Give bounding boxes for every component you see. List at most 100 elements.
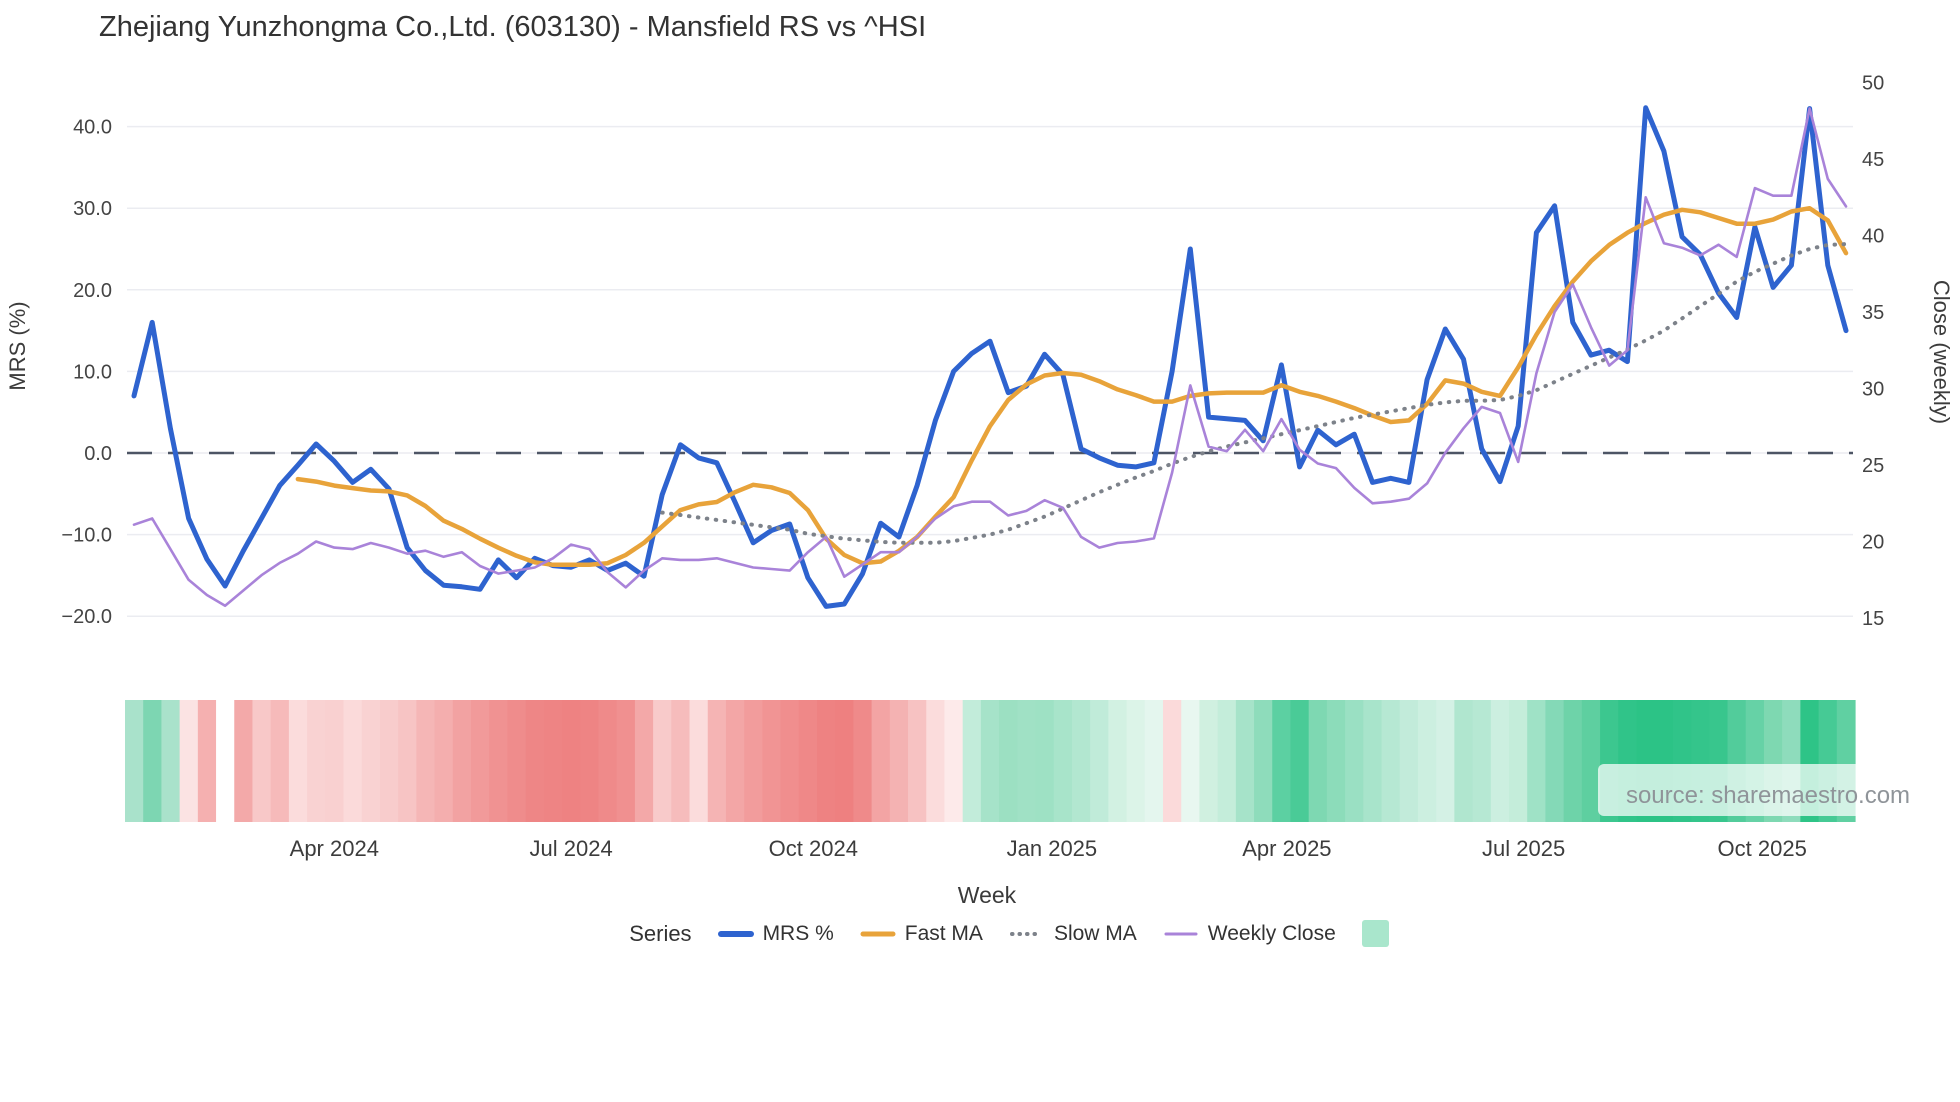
heatmap-cell [1053, 700, 1073, 822]
legend-item-label: MRS % [762, 921, 834, 945]
heatmap-cell [471, 700, 490, 822]
legend-line-swatch [1009, 931, 1044, 936]
chart-svg: Zhejiang Yunzhongma Co.,Ltd. (603130) - … [5, 11, 1954, 861]
heatmap-cell [762, 700, 782, 822]
heatmap-cell [1090, 700, 1109, 822]
series-line-mrs- [131, 105, 1849, 609]
heatmap-cell [270, 700, 290, 822]
legend-item-heatmap[interactable] [1361, 920, 1389, 947]
heatmap-cell [452, 700, 472, 822]
legend-item-label: Slow MA [1053, 921, 1137, 945]
x-tick-label: Apr 2025 [1242, 836, 1331, 861]
heatmap-cell [889, 700, 909, 822]
heatmap-cell [1199, 700, 1219, 822]
heatmap-cell [179, 700, 199, 822]
heatmap-cell [926, 700, 946, 822]
right-tick-label: 20 [1862, 532, 1884, 554]
left-tick-label: 30.0 [73, 198, 112, 220]
heatmap-cell [1017, 700, 1037, 822]
right-tick-label: 40 [1862, 226, 1884, 248]
heatmap-cell [125, 700, 144, 822]
heatmap-cell [1472, 700, 1492, 822]
heatmap-cell [999, 700, 1018, 822]
heatmap-cell [1490, 700, 1510, 822]
heatmap-cell [798, 700, 818, 822]
heatmap-cell [1381, 700, 1401, 822]
legend: Series MRS % Fast MA Slow MA Weekly Close [42, 920, 1960, 947]
heatmap-cell [1399, 700, 1419, 822]
x-tick-labels: Apr 2024 Jul 2024 Oct 2024 Jan 2025 Apr 2025… [290, 836, 1807, 861]
heatmap-cell [197, 700, 217, 822]
heatmap-cell [1509, 700, 1528, 822]
heatmap-cell [580, 700, 600, 822]
heatmap-cell [1527, 700, 1547, 822]
heatmap-cell [707, 700, 727, 822]
heatmap-cell [161, 700, 181, 822]
legend-item-mrs[interactable]: MRS % [717, 921, 834, 946]
heatmap-strip [125, 700, 1856, 822]
x-tick-label: Oct 2025 [1718, 836, 1807, 861]
heatmap-cell [616, 700, 636, 822]
heatmap-cell [288, 700, 308, 822]
heatmap-cell [1454, 700, 1474, 822]
x-tick-label: Apr 2024 [290, 836, 379, 861]
heatmap-cell [744, 700, 763, 822]
heatmap-cell [525, 700, 545, 822]
right-tick-label: 45 [1862, 149, 1884, 171]
heatmap-cell [307, 700, 326, 822]
heatmap-cell [1581, 700, 1601, 822]
legend-item-weekly-close[interactable]: Weekly Close [1163, 922, 1336, 946]
heatmap-cell [944, 700, 964, 822]
series-line-weekly-close [132, 107, 1848, 608]
x-tick-label: Jul 2024 [530, 836, 613, 861]
page-title: Zhejiang Yunzhongma Co.,Ltd. (603130) - … [99, 11, 926, 43]
right-tick-label: 25 [1862, 455, 1884, 477]
right-tick-labels: 50 45 40 35 30 25 20 15 [1862, 73, 1884, 631]
legend-item-label: Fast MA [904, 921, 983, 945]
x-tick-label: Jan 2025 [1007, 836, 1098, 861]
series-lines [131, 105, 1849, 609]
source-badge: source: sharemaestro.com [1598, 764, 1938, 816]
legend-item-slow-ma[interactable]: Slow MA [1009, 922, 1137, 946]
heatmap-cell [1035, 700, 1055, 822]
heatmap-cell [835, 700, 855, 822]
heatmap-cell [434, 700, 454, 822]
left-tick-label: 10.0 [73, 361, 112, 383]
gridlines [127, 125, 1853, 617]
heatmap-cell [489, 700, 509, 822]
left-tick-label: −20.0 [61, 606, 112, 628]
right-axis-title: Close (weekly) [1929, 280, 1954, 424]
heatmap-cell [325, 700, 345, 822]
heatmap-cell [853, 700, 873, 822]
heatmap-cell [1308, 700, 1328, 822]
heatmap-cell [361, 700, 381, 822]
heatmap-cell [543, 700, 563, 822]
legend-heatmap-swatch [1361, 920, 1389, 947]
right-tick-label: 30 [1862, 379, 1884, 401]
legend-title: Series [629, 920, 692, 946]
heatmap-cell [1235, 700, 1255, 822]
legend-item-label: Weekly Close [1207, 921, 1336, 945]
heatmap-cell [216, 700, 235, 822]
x-tick-label: Oct 2024 [769, 836, 858, 861]
heatmap-cell [725, 700, 745, 822]
heatmap-cell [871, 700, 891, 822]
heatmap-cell [1181, 700, 1201, 822]
heatmap-cell [1545, 700, 1565, 822]
heatmap-cell [1290, 700, 1310, 822]
left-tick-label: 40.0 [73, 117, 112, 139]
heatmap-cell [1417, 700, 1437, 822]
heatmap-cell [1363, 700, 1383, 822]
heatmap-cell [234, 700, 254, 822]
legend-line-swatch [1164, 932, 1198, 935]
legend-item-fast-ma[interactable]: Fast MA [860, 922, 983, 946]
heatmap-cell [1345, 700, 1364, 822]
heatmap-cell [252, 700, 272, 822]
legend-line-swatch [717, 930, 754, 937]
heatmap-cell [343, 700, 363, 822]
heatmap-cell [562, 700, 581, 822]
heatmap-cell [1326, 700, 1346, 822]
x-tick-label: Jul 2025 [1482, 836, 1565, 861]
source-text: source: sharemaestro.com [1626, 782, 1910, 809]
series-line-fast-ma [295, 205, 1849, 568]
